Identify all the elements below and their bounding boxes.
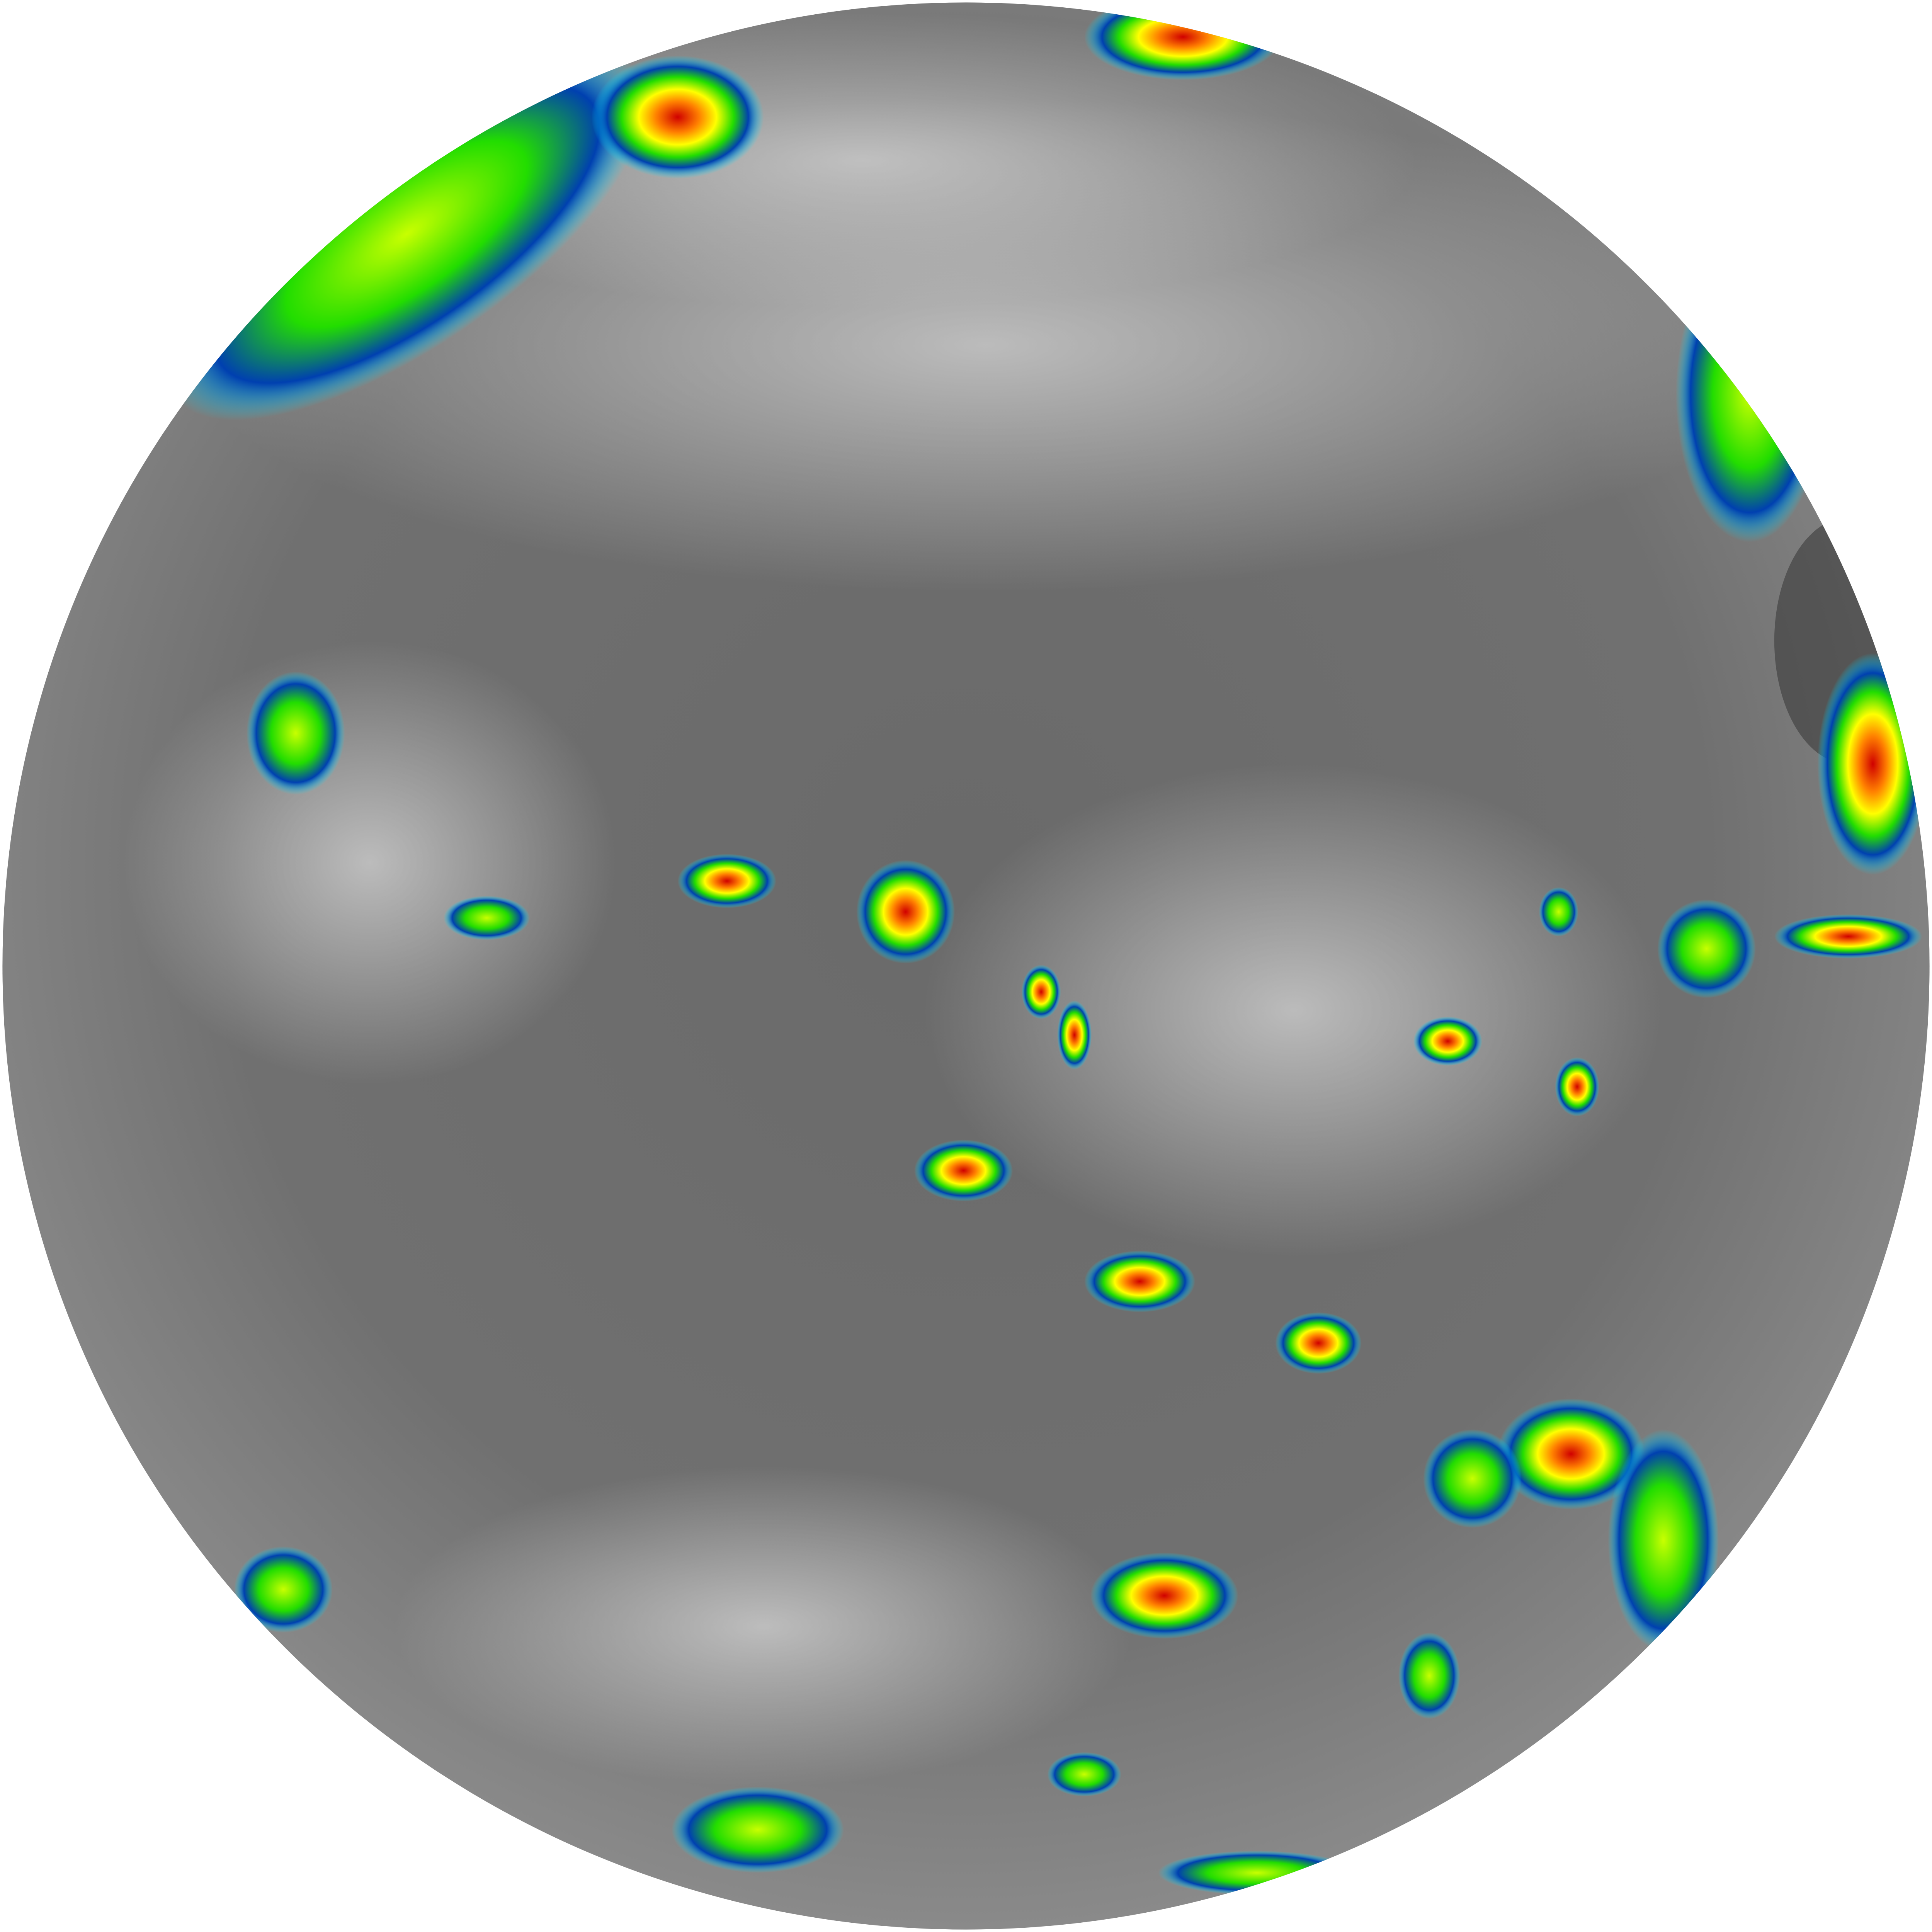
storm-cell	[1057, 1000, 1092, 1070]
polar-cold-cloud-nw	[166, 48, 648, 420]
storm-cell	[677, 854, 776, 908]
equatorial-cloud-mass	[924, 764, 1663, 1257]
storm-cell	[1497, 1398, 1645, 1510]
storm-cell	[1158, 1850, 1355, 1895]
storm-cell	[1423, 1429, 1522, 1528]
storm-cell	[246, 671, 345, 795]
storm-cell	[1090, 1552, 1238, 1639]
storm-cell	[1774, 914, 1922, 959]
southern-swirl	[394, 1466, 1134, 1787]
storm-cell	[1555, 1057, 1600, 1117]
storm-cell	[443, 896, 530, 940]
storm-cell	[914, 1139, 1013, 1202]
storm-cell	[856, 860, 955, 964]
western-clouds	[123, 641, 616, 1085]
storm-cell	[1084, 1250, 1196, 1313]
storm-cell	[1275, 1312, 1362, 1374]
storm-cell	[1021, 964, 1061, 1019]
storm-cell	[234, 1546, 333, 1633]
storm-cell	[1047, 1752, 1121, 1797]
storm-cell	[1539, 887, 1578, 937]
storm-cell	[671, 1786, 844, 1873]
storm-cell	[1675, 246, 1824, 543]
storm-cell	[1657, 899, 1756, 998]
storm-cell	[1413, 1016, 1483, 1066]
storm-cell	[1817, 653, 1929, 875]
storm-cell	[1398, 1633, 1460, 1719]
storm-cell	[1608, 1429, 1719, 1651]
cloud-layer	[123, 2, 1929, 1895]
storm-cell	[591, 55, 764, 179]
